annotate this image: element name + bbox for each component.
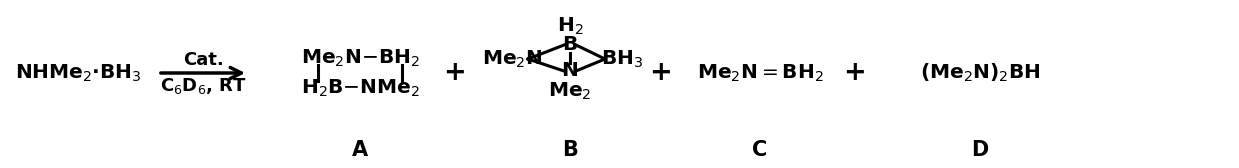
Text: H$_2$B$-$NMe$_2$: H$_2$B$-$NMe$_2$ bbox=[301, 77, 420, 99]
Text: D: D bbox=[971, 140, 989, 160]
Text: Cat.: Cat. bbox=[182, 51, 223, 69]
Text: N: N bbox=[561, 61, 579, 80]
Text: +: + bbox=[844, 60, 866, 86]
Text: B: B bbox=[563, 35, 577, 54]
Text: +: + bbox=[444, 60, 466, 86]
Text: A: A bbox=[352, 140, 368, 160]
Text: Me$_2$N: Me$_2$N bbox=[482, 48, 543, 70]
Text: Me$_2$N$-$BH$_2$: Me$_2$N$-$BH$_2$ bbox=[301, 47, 420, 69]
Text: H$_2$: H$_2$ bbox=[556, 15, 584, 37]
Text: C$_6$D$_6$, RT: C$_6$D$_6$, RT bbox=[160, 76, 247, 96]
Text: NHMe$_2$$\mathbf{\cdot}$BH$_3$: NHMe$_2$$\mathbf{\cdot}$BH$_3$ bbox=[15, 62, 141, 84]
Text: (Me$_2$N)$_2$BH: (Me$_2$N)$_2$BH bbox=[919, 62, 1041, 84]
Text: +: + bbox=[649, 60, 672, 86]
Text: B: B bbox=[563, 140, 577, 160]
Text: BH$_3$: BH$_3$ bbox=[601, 48, 643, 70]
Text: Me$_2$N$=$BH$_2$: Me$_2$N$=$BH$_2$ bbox=[696, 62, 824, 84]
Text: C: C bbox=[752, 140, 768, 160]
Text: Me$_2$: Me$_2$ bbox=[549, 80, 592, 102]
